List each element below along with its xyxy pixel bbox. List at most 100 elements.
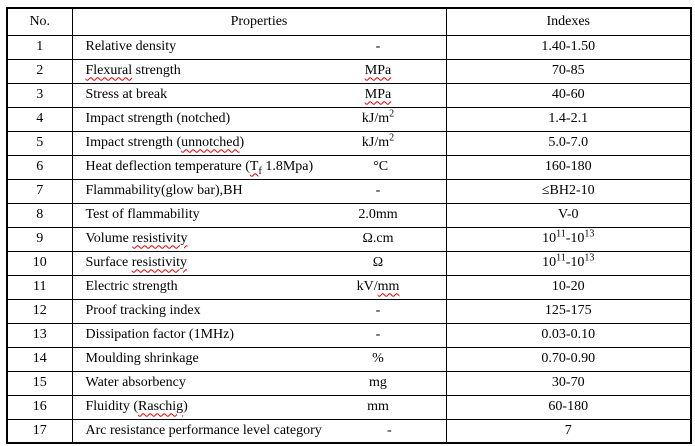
property-name: Stress at break bbox=[85, 87, 168, 103]
property-name: Relative density bbox=[85, 39, 177, 55]
property-name: Electric strength bbox=[85, 279, 178, 295]
property-name: Heat deflection temperature (Tf 1.8Mpa) bbox=[85, 159, 314, 178]
index-cell: 10-20 bbox=[445, 274, 692, 300]
row-number-cell: 1 bbox=[6, 34, 73, 60]
property-unit: MPa bbox=[364, 63, 392, 79]
property-name: Dissipation factor (1MHz) bbox=[85, 327, 235, 343]
property-unit: - bbox=[375, 303, 381, 319]
property-name: Arc resistance performance level categor… bbox=[85, 423, 322, 439]
table-header-row: No. Properties Indexes bbox=[6, 7, 692, 36]
table-row: 11 Electric strength kV/mm 10-20 bbox=[6, 274, 692, 300]
header-indexes-label: Indexes bbox=[546, 14, 591, 30]
table-row: 13 Dissipation factor (1MHz) - 0.03-0.10 bbox=[6, 322, 692, 348]
table-row: 3 Stress at break MPa 40-60 bbox=[6, 82, 692, 108]
row-number-cell: 16 bbox=[6, 394, 73, 420]
row-number-cell: 2 bbox=[6, 58, 73, 84]
row-number-cell: 9 bbox=[6, 226, 73, 252]
row-number-cell: 6 bbox=[6, 154, 73, 180]
table-row: 5 Impact strength (unnotched) kJ/m2 5.0-7.0 bbox=[6, 130, 692, 156]
property-cell: Test of flammability 2.0mm bbox=[71, 202, 447, 228]
table-row: 10 Surface resistivity Ω 1011-1013 bbox=[6, 250, 692, 276]
property-cell: Impact strength (notched) kJ/m2 bbox=[71, 106, 447, 132]
row-number-cell: 4 bbox=[6, 106, 73, 132]
property-cell: Fluidity (Raschig) mm bbox=[71, 394, 447, 420]
header-properties: Properties bbox=[71, 7, 447, 36]
index-cell: 70-85 bbox=[445, 58, 692, 84]
property-unit: - bbox=[375, 39, 381, 55]
row-number-cell: 12 bbox=[6, 298, 73, 324]
index-cell: 0.03-0.10 bbox=[445, 322, 692, 348]
property-unit: % bbox=[372, 351, 384, 367]
index-cell: 160-180 bbox=[445, 154, 692, 180]
header-indexes: Indexes bbox=[445, 7, 692, 36]
index-cell: ≤BH2-10 bbox=[445, 178, 692, 204]
index-cell: 1.4-2.1 bbox=[445, 106, 692, 132]
property-cell: Dissipation factor (1MHz) - bbox=[71, 322, 447, 348]
table-body: 1 Relative density -1.40-1.50 2 Flexural str… bbox=[6, 34, 692, 444]
property-unit: - bbox=[375, 183, 381, 199]
property-name: Flexural strength bbox=[85, 63, 181, 79]
property-unit: kJ/m2 bbox=[361, 108, 395, 127]
property-cell: Relative density - bbox=[71, 34, 447, 60]
property-name: Impact strength (notched) bbox=[85, 111, 231, 127]
property-unit: Ω.cm bbox=[362, 231, 394, 247]
property-unit: - bbox=[386, 423, 392, 439]
property-cell: Electric strength kV/mm bbox=[71, 274, 447, 300]
property-unit: kV/mm bbox=[356, 279, 400, 295]
property-cell: Flexural strength MPa bbox=[71, 58, 447, 84]
index-cell: 40-60 bbox=[445, 82, 692, 108]
index-cell: V-0 bbox=[445, 202, 692, 228]
row-number-cell: 17 bbox=[6, 418, 73, 444]
index-cell: 125-175 bbox=[445, 298, 692, 324]
property-cell: Flammability(glow bar),BH - bbox=[71, 178, 447, 204]
table-row: 9 Volume resistivity Ω.cm 1011-1013 bbox=[6, 226, 692, 252]
header-properties-label: Properties bbox=[230, 14, 288, 30]
property-name: Surface resistivity bbox=[85, 255, 188, 271]
index-cell: 60-180 bbox=[445, 394, 692, 420]
table-row: 4 Impact strength (notched) kJ/m2 1.4-2.1 bbox=[6, 106, 692, 132]
property-unit: mm bbox=[367, 399, 389, 415]
table-row: 14 Moulding shrinkage% 0.70-0.90 bbox=[6, 346, 692, 372]
property-name: Moulding shrinkage bbox=[85, 351, 199, 367]
table-row: 12 Proof tracking index - 125-175 bbox=[6, 298, 692, 324]
table-row: 17 Arc resistance performance level categ… bbox=[6, 418, 692, 444]
table-row: 15 Water absorbency mg 30-70 bbox=[6, 370, 692, 396]
property-cell: Surface resistivity Ω bbox=[71, 250, 447, 276]
row-number-cell: 5 bbox=[6, 130, 73, 156]
header-no-label: No. bbox=[29, 14, 51, 30]
table-row: 1 Relative density - 1.40-1.50 bbox=[6, 34, 692, 60]
property-unit: °C bbox=[373, 159, 389, 175]
property-cell: Volume resistivity Ω.cm bbox=[71, 226, 447, 252]
property-name: Test of flammability bbox=[85, 207, 200, 223]
index-cell: 0.70-0.90 bbox=[445, 346, 692, 372]
table-row: 8 Test of flammability 2.0mm V-0 bbox=[6, 202, 692, 228]
row-number-cell: 10 bbox=[6, 250, 73, 276]
index-cell: 7 bbox=[445, 418, 692, 444]
property-unit: mg bbox=[369, 375, 387, 391]
property-name: Volume resistivity bbox=[85, 231, 188, 247]
index-cell: 1011-1013 bbox=[445, 226, 692, 252]
property-cell: Water absorbency mg bbox=[71, 370, 447, 396]
row-number-cell: 15 bbox=[6, 370, 73, 396]
row-number-cell: 11 bbox=[6, 274, 73, 300]
index-cell: 1011-1013 bbox=[445, 250, 692, 276]
row-number-cell: 3 bbox=[6, 82, 73, 108]
properties-table: No. Properties Indexes 1 Relative density… bbox=[6, 7, 692, 444]
property-unit: 2.0mm bbox=[358, 207, 398, 223]
row-number-cell: 7 bbox=[6, 178, 73, 204]
property-unit: MPa bbox=[364, 87, 392, 103]
row-number-cell: 13 bbox=[6, 322, 73, 348]
index-cell: 1.40-1.50 bbox=[445, 34, 692, 60]
property-unit: kJ/m2 bbox=[361, 132, 395, 151]
property-name: Flammability(glow bar),BH bbox=[85, 183, 243, 199]
property-cell: Moulding shrinkage% bbox=[71, 346, 447, 372]
property-cell: Arc resistance performance level categor… bbox=[71, 418, 447, 444]
property-cell: Proof tracking index - bbox=[71, 298, 447, 324]
property-unit: Ω bbox=[372, 255, 384, 271]
index-cell: 30-70 bbox=[445, 370, 692, 396]
table-row: 6 Heat deflection temperature (Tf 1.8Mpa)… bbox=[6, 154, 692, 180]
row-number-cell: 14 bbox=[6, 346, 73, 372]
table-row: 2 Flexural strength MPa 70-85 bbox=[6, 58, 692, 84]
property-unit: - bbox=[375, 327, 381, 343]
